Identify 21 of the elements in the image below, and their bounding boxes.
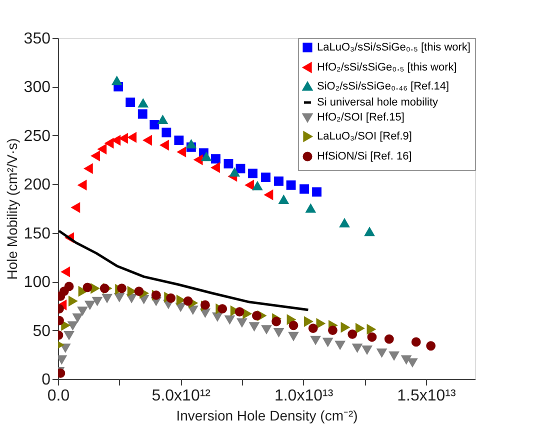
y-tick-label: 150 bbox=[24, 225, 51, 242]
x-tick-label: 0.0 bbox=[47, 388, 70, 404]
x-tick-label: 1.5x10¹³ bbox=[397, 388, 456, 404]
y-tick-label: 200 bbox=[24, 176, 51, 194]
y-tick-label: 300 bbox=[24, 79, 51, 96]
x-tick-label: 5.0x10¹² bbox=[152, 388, 212, 404]
legend-label: HfO₂/SOI [Ref.15] bbox=[317, 112, 404, 124]
x-axis-title: Inversion Hole Density (cm⁻²) bbox=[176, 408, 358, 424]
x-tick-label: 1.0x10¹³ bbox=[274, 388, 334, 404]
legend-label: HfO₂/sSi/sSiGe₀.₅ [this work] bbox=[317, 62, 457, 74]
legend-label: HfSiON/Si [Ref. 16] bbox=[317, 150, 412, 162]
y-tick-label: 250 bbox=[24, 128, 51, 145]
y-axis-title: Hole Mobility (cm²/V·s) bbox=[4, 138, 20, 280]
y-tick-label: 0 bbox=[42, 372, 51, 388]
y-tick-label: 350 bbox=[24, 30, 51, 48]
y-tick-label: 50 bbox=[32, 322, 51, 340]
legend-label: SiO₂/sSi/sSiGe₀.₄₆ [Ref.14] bbox=[317, 80, 450, 92]
y-tick-label: 100 bbox=[24, 274, 51, 292]
legend-label: LaLuO₃/SOI [Ref.9] bbox=[317, 130, 412, 142]
legend-label: Si universal hole mobility bbox=[317, 96, 439, 108]
legend-label: LaLuO₃/sSi/sSiGe₀.₅ [this work] bbox=[317, 42, 470, 54]
